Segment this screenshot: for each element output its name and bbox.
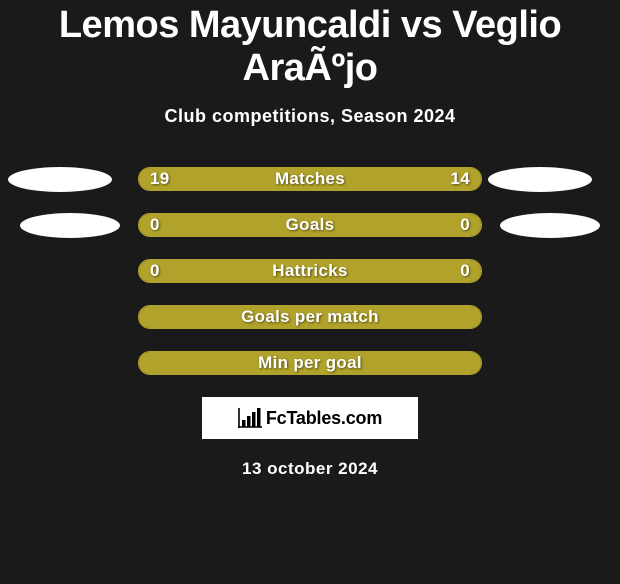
stat-row: Goals0 0 — [0, 213, 620, 237]
subtitle: Club competitions, Season 2024 — [0, 106, 620, 127]
stat-label: Matches — [139, 168, 481, 190]
stat-value-left: 0 — [150, 213, 160, 237]
fctables-logo[interactable]: FcTables.com — [202, 397, 418, 439]
player-left-name: Lemos Mayuncaldi — [59, 4, 391, 46]
stat-value-right: 0 — [460, 259, 470, 283]
stat-row: Min per goal — [0, 351, 620, 375]
stats-container: Matches1914Goals00Hattricks00Goals per m… — [0, 167, 620, 375]
avatar-left — [8, 167, 112, 192]
stat-row: Matches19 14 — [0, 167, 620, 191]
avatar-left — [20, 213, 120, 238]
stat-row: Hattricks0 0 — [0, 259, 620, 283]
stat-label: Goals per match — [139, 306, 481, 328]
stat-label: Hattricks — [139, 260, 481, 282]
date-text: 13 october 2024 — [0, 459, 620, 479]
stat-label: Goals — [139, 214, 481, 236]
stat-bar: Goals — [138, 213, 482, 237]
stat-bar: Matches — [138, 167, 482, 191]
bar-chart-icon — [238, 408, 262, 428]
logo-text: FcTables.com — [266, 408, 382, 429]
stat-bar: Hattricks — [138, 259, 482, 283]
stat-bar: Goals per match — [138, 305, 482, 329]
stat-value-right: 14 — [450, 167, 470, 191]
title-vs: Lemos Mayuncaldi vs Veglio AraÃºjo — [0, 4, 620, 90]
stat-value-right: 0 — [460, 213, 470, 237]
stat-row: Goals per match — [0, 305, 620, 329]
avatar-right — [488, 167, 592, 192]
stat-value-left: 19 — [150, 167, 170, 191]
stat-label: Min per goal — [139, 352, 481, 374]
avatar-right — [500, 213, 600, 238]
stat-value-left: 0 — [150, 259, 160, 283]
stat-bar: Min per goal — [138, 351, 482, 375]
vs-word: vs — [401, 4, 442, 46]
